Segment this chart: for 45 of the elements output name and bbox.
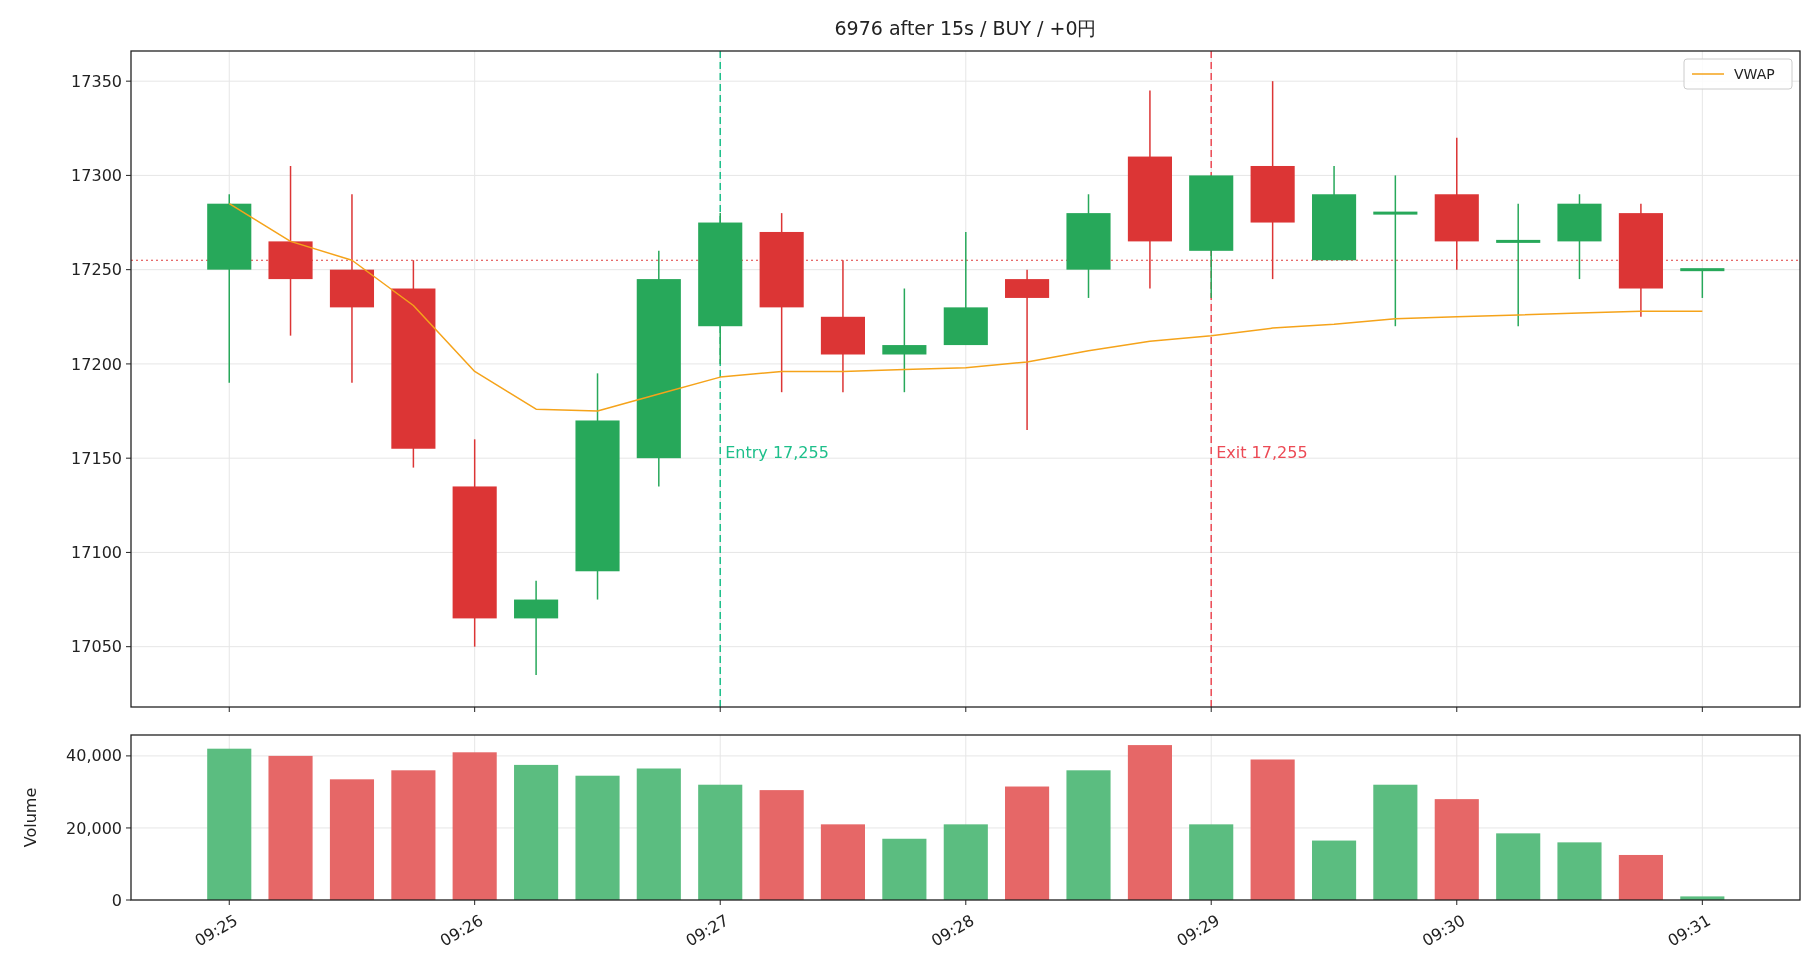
bar bbox=[698, 784, 743, 900]
candlestick bbox=[1680, 268, 1725, 299]
bar bbox=[391, 770, 436, 900]
bar bbox=[1250, 759, 1295, 900]
candlestick bbox=[1005, 268, 1050, 431]
y-tick-label: 17300 bbox=[71, 166, 122, 186]
bar bbox=[268, 755, 313, 900]
bar bbox=[1066, 770, 1111, 900]
bar bbox=[575, 775, 620, 900]
y-tick-label: 40,000 bbox=[66, 746, 122, 766]
bar bbox=[207, 748, 252, 900]
bar bbox=[1373, 784, 1418, 900]
y-tick-label: 17100 bbox=[71, 543, 122, 563]
bar bbox=[943, 824, 988, 900]
bar bbox=[1189, 824, 1234, 900]
bar bbox=[1127, 745, 1172, 900]
bar bbox=[1434, 799, 1479, 900]
ref-line-label: Entry 17,255 bbox=[725, 442, 829, 462]
candlestick bbox=[1373, 174, 1418, 327]
bar bbox=[759, 790, 804, 900]
bar bbox=[452, 752, 497, 900]
y-tick-label: 17050 bbox=[71, 637, 122, 657]
bar bbox=[636, 768, 681, 900]
legend-label: VWAP bbox=[1734, 65, 1775, 82]
bar bbox=[329, 779, 375, 900]
bar bbox=[820, 824, 865, 900]
bar bbox=[1557, 842, 1602, 900]
ref-line-label: Exit 17,255 bbox=[1216, 442, 1308, 462]
y-tick-label: 17350 bbox=[71, 71, 122, 91]
y-tick-label: 0 bbox=[111, 890, 122, 910]
y-tick-label: 17250 bbox=[71, 260, 122, 280]
bar bbox=[1005, 786, 1050, 900]
bar bbox=[1496, 833, 1541, 900]
line-series bbox=[228, 202, 1704, 412]
y-tick-label: 17200 bbox=[71, 354, 122, 374]
candlestick bbox=[1496, 202, 1541, 327]
candlestick bbox=[882, 287, 927, 393]
y-axis-title: Volume bbox=[21, 787, 40, 848]
bar bbox=[514, 764, 559, 900]
y-tick-label: 17150 bbox=[71, 448, 122, 468]
bar bbox=[882, 838, 927, 900]
y-tick-label: 20,000 bbox=[66, 818, 122, 838]
bar bbox=[1312, 840, 1357, 900]
chart-title: 6976 after 15s / BUY / +0円 bbox=[834, 17, 1097, 39]
bar bbox=[1618, 854, 1663, 900]
